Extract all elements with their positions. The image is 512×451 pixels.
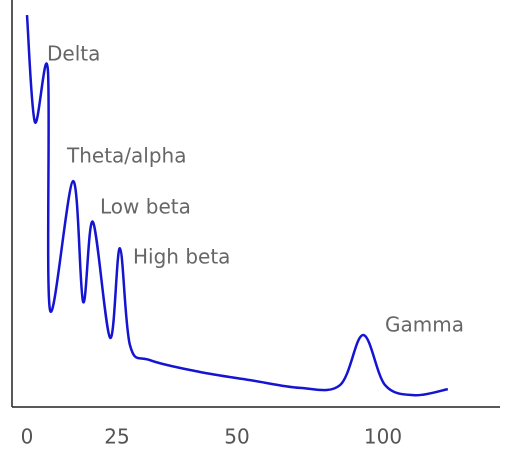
- annotation: Delta: [47, 42, 100, 66]
- annotation: Theta/alpha: [66, 144, 186, 168]
- line: [25, 14, 449, 397]
- annotation: Low beta: [100, 195, 191, 219]
- annotation: High beta: [133, 245, 230, 269]
- x-tick-label: 100: [364, 425, 402, 449]
- x-tick-label: 50: [224, 425, 249, 449]
- x-tick-label: 0: [21, 425, 34, 449]
- annotation: Gamma: [385, 313, 464, 337]
- x-tick-label: 25: [104, 425, 129, 449]
